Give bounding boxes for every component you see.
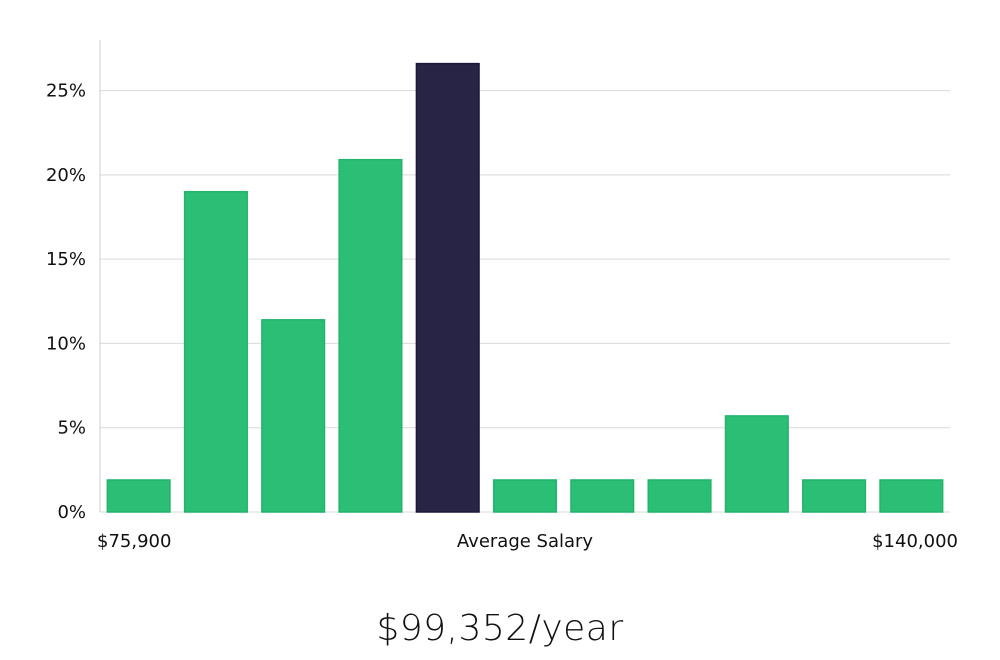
y-tick-label-5: 5% [57,418,86,439]
bars [106,62,944,513]
x-label-max: $140,000 [872,531,958,552]
bar-3 [261,319,326,513]
bar-10 [802,479,867,513]
y-tick-label-10: 10% [46,333,86,354]
average-salary-value: $99,352/year [376,608,624,649]
salary-distribution-chart: 0%5%10%15%20%25% $75,900 Average Salary … [46,40,958,552]
bar-11 [879,479,944,513]
y-axis-ticks: 0% 5% 10% 15% 20% 25% [46,81,86,523]
bar-1 [106,479,171,513]
y-tick-label-25: 25% [46,81,86,102]
y-tick-label-20: 20% [46,165,86,186]
x-label-average: Average Salary [457,531,594,552]
y-tick-label-15: 15% [46,249,86,270]
bar-2 [183,190,248,513]
bar-8 [647,479,712,513]
bar-9 [724,415,789,513]
y-tick-label-0: 0% [57,502,86,523]
bar-7 [570,479,635,513]
bar-4 [338,158,403,513]
bar-6 [492,479,558,513]
bar-average [415,62,480,513]
x-label-min: $75,900 [97,531,171,552]
